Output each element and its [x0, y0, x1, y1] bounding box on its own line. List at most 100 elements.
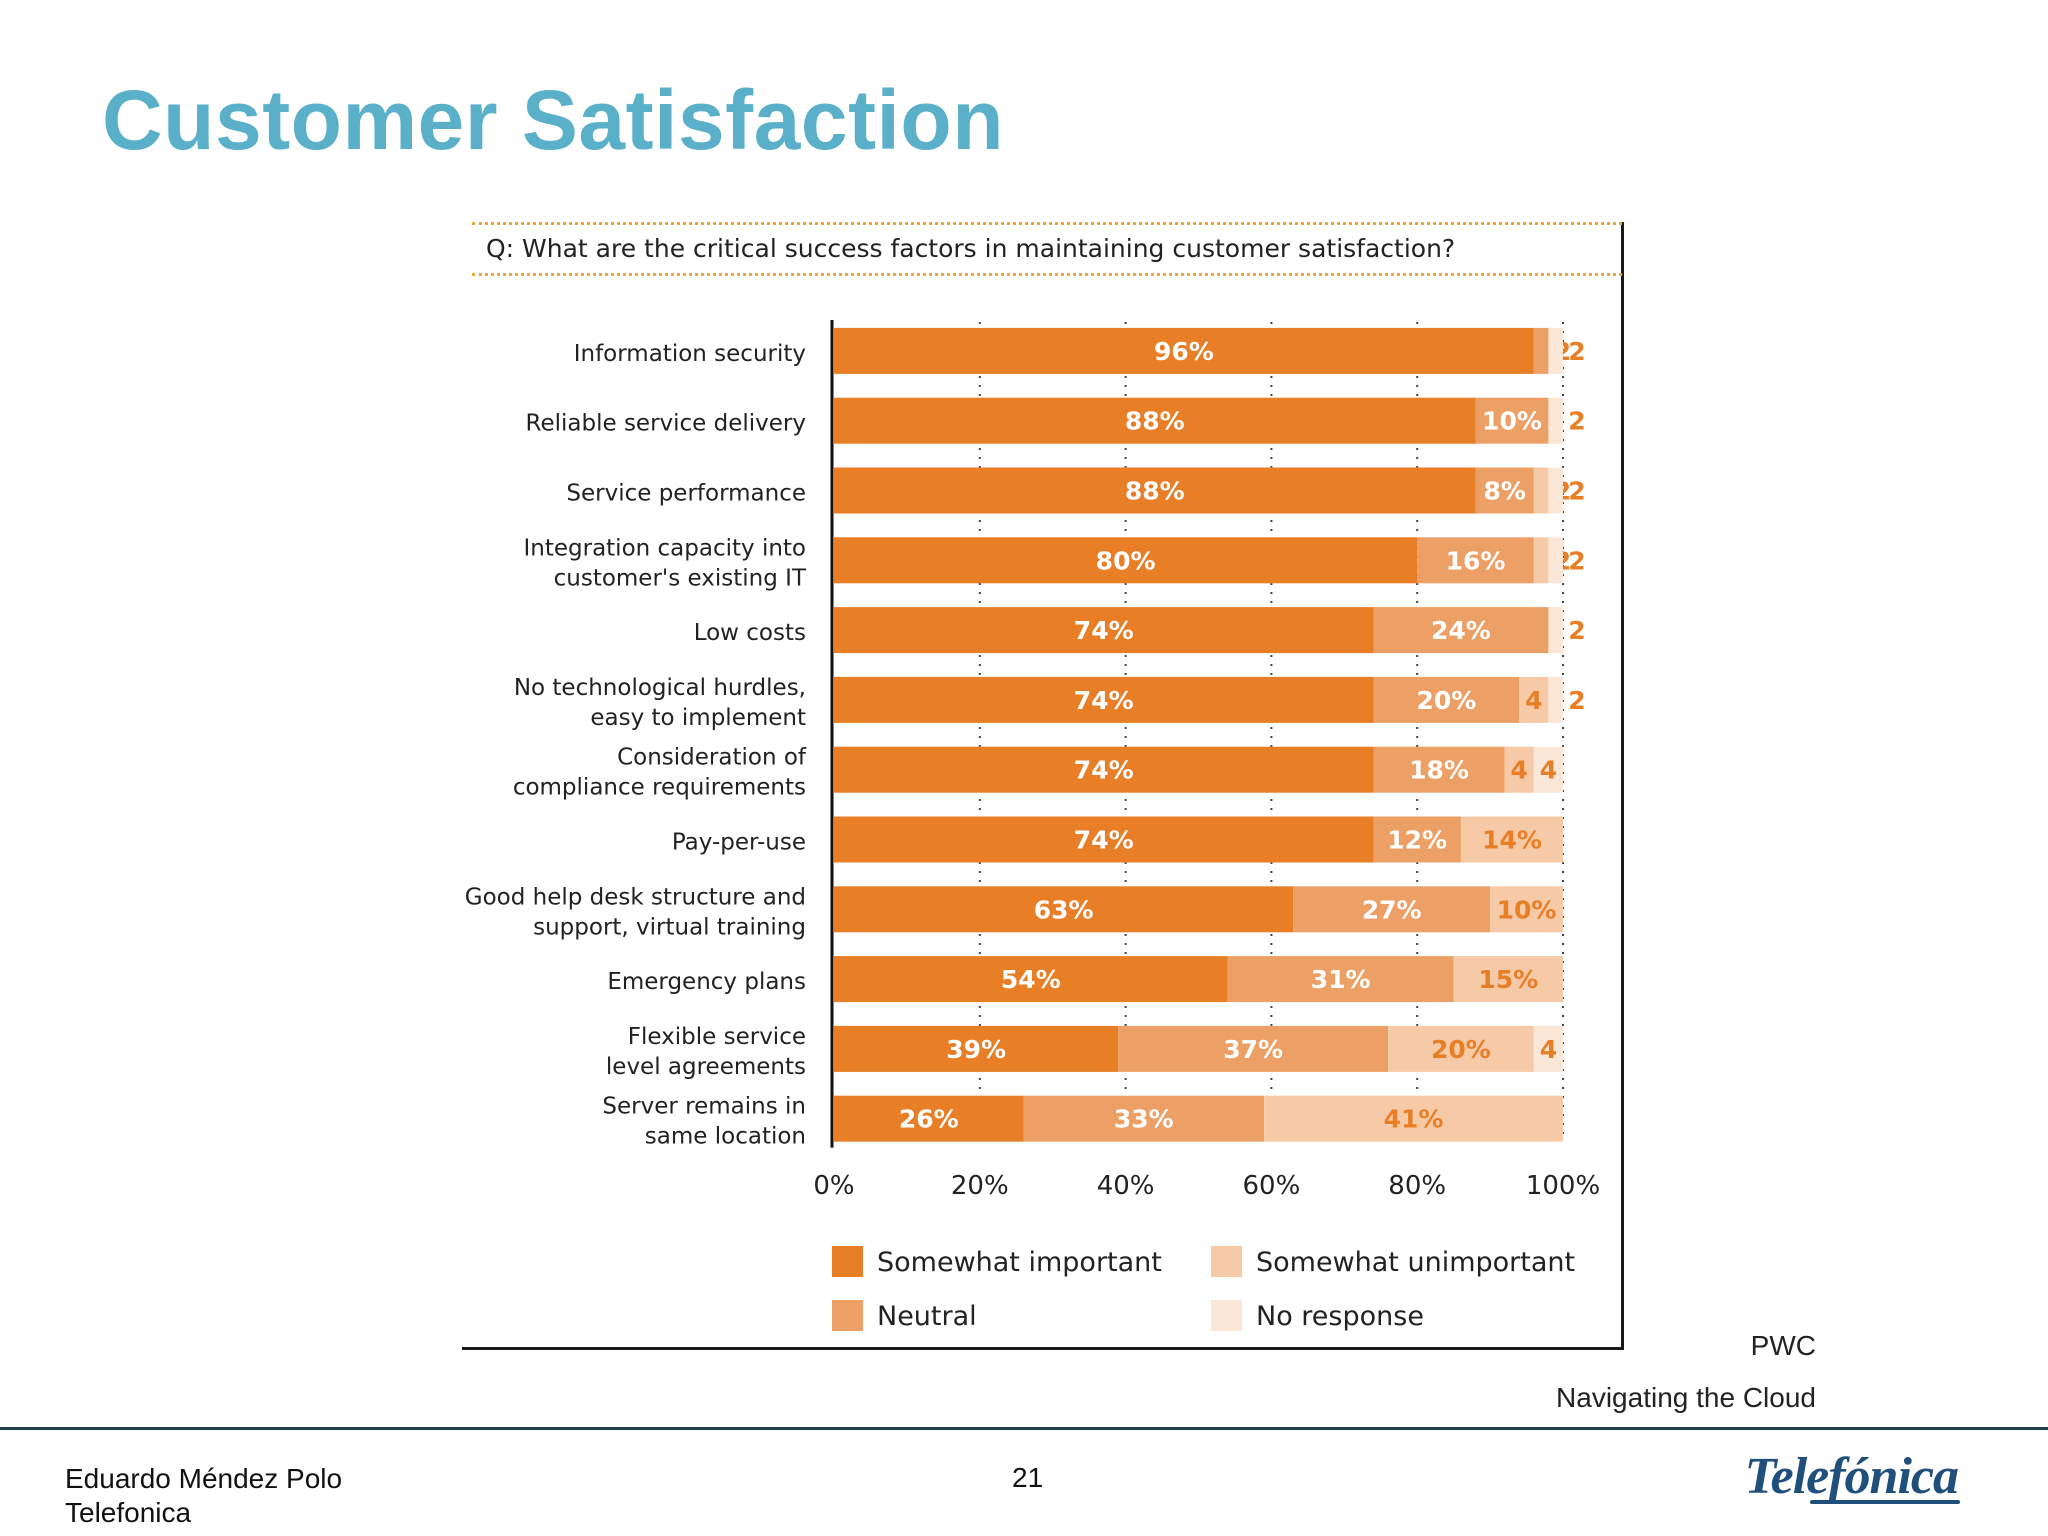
category-label: Service performance [566, 481, 806, 507]
bar-value-label: 41% [1384, 1105, 1444, 1134]
bar-value-label: 18% [1409, 756, 1469, 785]
x-tick-label: 80% [1388, 1171, 1446, 1201]
bar-value-label: 2 [1568, 546, 1585, 575]
bar-segment [1460, 816, 1563, 863]
bar-value-label: 2 [1568, 477, 1585, 506]
bar-segment [1023, 1095, 1265, 1142]
bar-value-label: 54% [1001, 965, 1061, 994]
bar-segment [1519, 676, 1549, 723]
category-label: customer's existing IT [554, 565, 807, 591]
legend-label: Neutral [877, 1301, 977, 1332]
bar-segment [1388, 1025, 1534, 1072]
bar-value-label: 37% [1223, 1035, 1283, 1064]
bar-value-label: 10% [1497, 895, 1557, 924]
bar-segment [1118, 1025, 1389, 1072]
bar-value-label: 15% [1478, 965, 1538, 994]
bar-value-label: 16% [1446, 546, 1506, 575]
category-label: No technological hurdles, [514, 675, 806, 701]
legend-label: Somewhat unimportant [1256, 1247, 1575, 1278]
category-label: level agreements [606, 1054, 806, 1080]
bar-value-label: 26% [899, 1105, 959, 1134]
category-label: compliance requirements [513, 775, 806, 801]
telefonica-logo: Telefónica [1744, 1448, 1959, 1505]
legend-label: No response [1256, 1301, 1424, 1332]
category-label: Good help desk structure and [465, 884, 806, 910]
bar-segment [1227, 956, 1454, 1003]
bar-value-label: 10% [1482, 407, 1542, 436]
category-label: Integration capacity into [523, 535, 806, 561]
legend-swatch [832, 1300, 863, 1331]
bar-segment [1373, 816, 1461, 863]
bar-segment [834, 607, 1374, 654]
bar-segment [1504, 746, 1534, 793]
bar-segment [1533, 537, 1549, 584]
bar-segment [1373, 607, 1549, 654]
bar-value-label: 27% [1362, 895, 1422, 924]
x-tick-label: 60% [1243, 1171, 1301, 1201]
bar-value-label: 2 [1568, 407, 1585, 436]
bar-value-label: 31% [1311, 965, 1371, 994]
bar-value-label: 74% [1074, 686, 1134, 715]
category-label: support, virtual training [533, 914, 806, 940]
legend-swatch [1211, 1300, 1242, 1331]
bar-segment [1533, 746, 1563, 793]
bar-value-label: 20% [1431, 1035, 1491, 1064]
bar-segment [834, 467, 1476, 514]
bar-segment [834, 676, 1374, 723]
source-title: Navigating the Cloud [1556, 1382, 1816, 1413]
bar-segment [1548, 327, 1563, 374]
author-name: Eduardo Méndez Polo [65, 1463, 343, 1494]
bar-segment [1533, 327, 1549, 374]
bar-segment [1293, 886, 1491, 933]
category-label: easy to implement [590, 705, 806, 731]
x-tick-label: 20% [951, 1171, 1009, 1201]
bar-value-label: 4 [1540, 1035, 1557, 1064]
bar-value-label: 24% [1431, 616, 1491, 645]
bar-segment [1533, 1025, 1563, 1072]
category-label: same location [645, 1124, 806, 1150]
x-tick-label: 0% [813, 1171, 854, 1201]
bar-segment [1533, 467, 1549, 514]
bar-segment [1548, 676, 1563, 723]
bar-segment [834, 397, 1476, 444]
category-label: Low costs [694, 620, 806, 646]
author-company: Telefonica [65, 1497, 192, 1528]
bar-segment [834, 537, 1418, 584]
bar-value-label: 80% [1096, 546, 1156, 575]
bar-value-label: 4 [1511, 756, 1528, 785]
category-label: Server remains in [602, 1094, 806, 1120]
survey-question: Q: What are the critical success factors… [486, 234, 1456, 263]
footer-author-block: Eduardo Méndez Polo Telefonica [65, 1462, 342, 1530]
source-publisher: PWC [1750, 1330, 1816, 1361]
legend-swatch [832, 1246, 863, 1277]
bar-segment [1417, 537, 1534, 584]
bar-segment [1548, 397, 1563, 444]
bar-value-label: 14% [1482, 826, 1542, 855]
bar-value-label: 88% [1125, 477, 1185, 506]
x-tick-label: 100% [1526, 1171, 1600, 1201]
category-label: Information security [574, 341, 806, 367]
category-label: Pay-per-use [672, 830, 806, 856]
bar-segment [1548, 607, 1563, 654]
bar-segment [1490, 886, 1563, 933]
bar-value-label: 2 [1568, 337, 1585, 366]
bar-value-label: 2 [1568, 616, 1585, 645]
logo-underline [1810, 1500, 1960, 1504]
bar-segment [834, 746, 1374, 793]
bar-segment [834, 956, 1228, 1003]
bar-value-label: 20% [1416, 686, 1476, 715]
bar-value-label: 39% [946, 1035, 1006, 1064]
bar-value-label: 88% [1125, 407, 1185, 436]
bar-segment [1475, 397, 1549, 444]
bar-segment [834, 327, 1534, 374]
category-label: Flexible service [628, 1024, 806, 1050]
question-top-rule [472, 222, 1622, 225]
category-label: Emergency plans [607, 969, 806, 995]
bar-value-label: 4 [1525, 686, 1542, 715]
category-label: Consideration of [617, 745, 807, 771]
category-label: Reliable service delivery [526, 411, 806, 437]
bar-value-label: 63% [1034, 895, 1094, 924]
bar-value-label: 96% [1154, 337, 1214, 366]
question-bottom-rule [472, 273, 1622, 276]
